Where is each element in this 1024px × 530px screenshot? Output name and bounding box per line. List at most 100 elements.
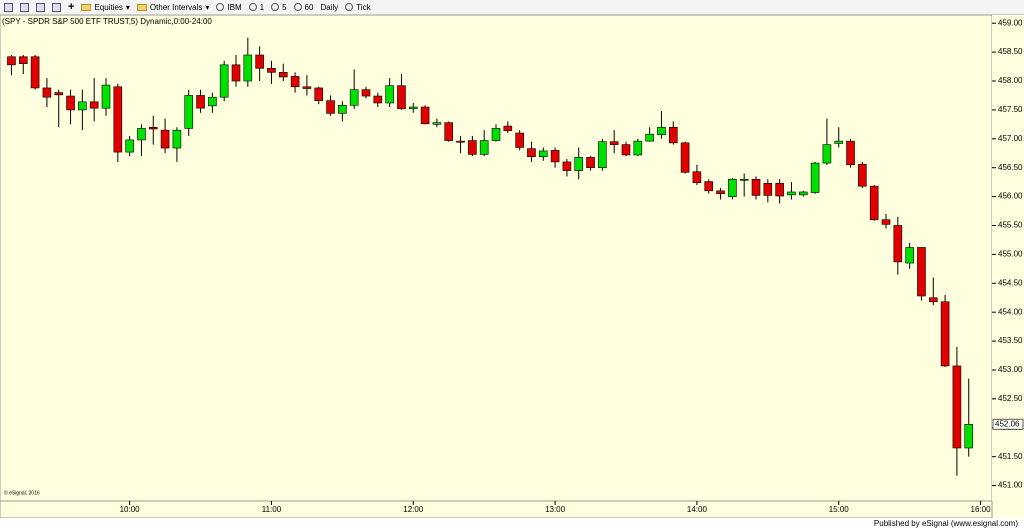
icon-button[interactable] xyxy=(52,2,61,12)
candle-body xyxy=(562,161,572,171)
candle-body xyxy=(751,178,761,196)
button-label: Daily xyxy=(320,2,339,12)
icon-button[interactable] xyxy=(36,2,45,12)
candle-body xyxy=(869,185,879,221)
candle-body xyxy=(432,122,442,125)
icon-button[interactable] xyxy=(20,2,29,12)
candle-body xyxy=(373,95,383,104)
candle-body xyxy=(302,86,312,89)
candle-body xyxy=(538,150,548,158)
candle-body xyxy=(940,301,950,367)
y-axis-area xyxy=(992,15,1024,518)
candle-body xyxy=(196,95,205,109)
candle-body xyxy=(657,126,666,136)
footer: Published by eSignal (www.esignal.com) xyxy=(0,518,1024,530)
y-tick-label: 454.00 xyxy=(998,307,1023,316)
button-label: 1 xyxy=(259,2,265,12)
y-tick-label: 459.00 xyxy=(998,18,1023,27)
candle-body xyxy=(255,54,264,69)
candle-body xyxy=(420,106,430,125)
candle-body xyxy=(645,133,654,142)
candle-body xyxy=(881,219,891,225)
candle-body xyxy=(668,126,678,144)
x-tick-label: 11:00 xyxy=(262,505,282,514)
candle-body xyxy=(54,92,64,96)
menu-label: Equities xyxy=(94,2,123,12)
x-tick-label: 16:00 xyxy=(971,505,992,514)
last-price-box xyxy=(992,418,1024,430)
candle-body xyxy=(125,139,134,153)
candle-body xyxy=(728,178,737,197)
candle-body xyxy=(491,128,501,141)
interval-button[interactable]: Daily xyxy=(320,3,338,12)
candle-body xyxy=(964,423,974,449)
chart: (SPY - SPDR S&P 500 ETF TRUST,5) Dynamic… xyxy=(0,15,1024,518)
candle-body xyxy=(787,191,796,196)
candle-body xyxy=(775,183,784,197)
candle-body xyxy=(314,87,324,101)
candle-body xyxy=(208,96,217,107)
candle-body xyxy=(468,140,477,155)
candle-body xyxy=(503,125,513,132)
candle-body xyxy=(633,140,643,156)
interval-button[interactable]: Tick xyxy=(345,2,371,12)
candle-body xyxy=(243,54,253,82)
candle-body xyxy=(338,104,347,114)
candle-body xyxy=(527,148,536,158)
candle-body xyxy=(917,247,926,297)
candle-body xyxy=(479,140,489,155)
candle-body xyxy=(219,64,229,98)
watermark: © eSignal, 2016 xyxy=(4,489,40,496)
candle-body xyxy=(290,76,300,88)
button-label: 60 xyxy=(304,2,314,12)
y-tick-label: 456.50 xyxy=(998,163,1023,172)
candle-body xyxy=(184,95,194,129)
interval-button[interactable]: 1 xyxy=(248,2,265,12)
candle-body xyxy=(550,150,560,163)
candle-body xyxy=(822,144,832,164)
candle-body xyxy=(928,297,938,303)
x-tick-label: 10:00 xyxy=(120,505,141,514)
candle-body xyxy=(456,140,465,143)
candle-body xyxy=(349,89,359,106)
candle-body xyxy=(893,225,903,263)
y-tick-label: 457.00 xyxy=(998,134,1023,143)
candle-body xyxy=(763,183,773,196)
menu-button[interactable]: Other Intervals ▾ xyxy=(136,3,209,12)
candle-body xyxy=(810,162,820,193)
candle-body xyxy=(361,89,371,97)
candle-body xyxy=(834,140,844,144)
candle-body xyxy=(30,56,40,89)
last-price-label: 452.06 xyxy=(995,419,1020,428)
interval-button[interactable]: 60 xyxy=(293,2,314,12)
button-label: 5 xyxy=(282,2,287,12)
candle-body xyxy=(7,56,16,66)
add-button[interactable]: + xyxy=(68,1,75,13)
candle-body xyxy=(267,68,276,73)
y-tick-label: 453.50 xyxy=(998,336,1023,345)
icon-button[interactable] xyxy=(4,2,13,12)
interval-button[interactable]: 5 xyxy=(271,2,287,12)
candle-body xyxy=(160,129,170,149)
symbol-button[interactable]: IBM xyxy=(216,3,242,12)
y-tick-label: 458.00 xyxy=(998,76,1023,85)
candle-body xyxy=(101,84,111,109)
candle-body xyxy=(716,190,725,195)
candle-body xyxy=(858,163,867,187)
y-tick-label: 453.00 xyxy=(998,365,1023,374)
candle-body xyxy=(66,95,75,111)
candle-body xyxy=(385,85,394,104)
y-tick-label: 454.50 xyxy=(998,278,1023,287)
candle-body xyxy=(692,171,702,184)
plot-area xyxy=(0,15,993,502)
menu-button[interactable]: Equities ▾ xyxy=(81,2,130,12)
x-tick-label: 13:00 xyxy=(545,505,566,514)
button-label: Tick xyxy=(356,2,371,12)
candle-body xyxy=(408,106,418,110)
candle-body xyxy=(704,181,714,192)
candle-body xyxy=(739,178,749,181)
candle-body xyxy=(586,156,595,169)
candle-body xyxy=(78,101,87,111)
candle-body xyxy=(326,100,335,114)
